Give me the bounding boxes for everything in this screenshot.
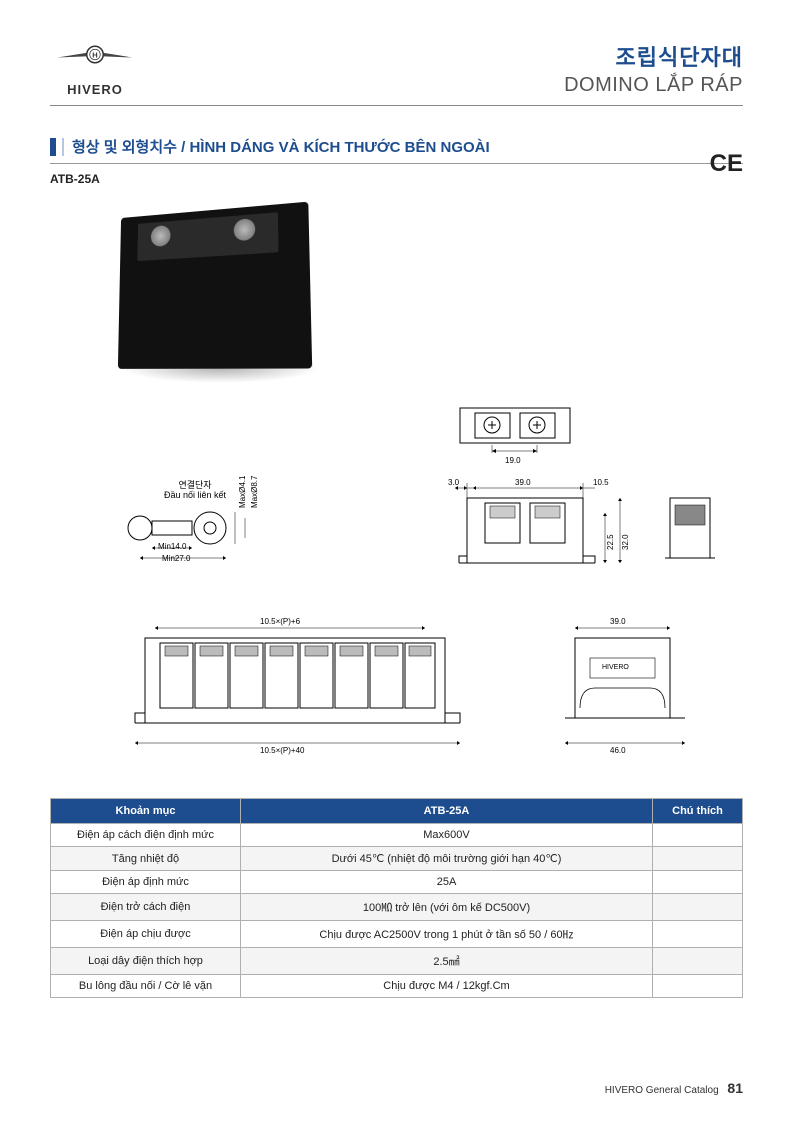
- page-footer: HIVERO General Catalog 81: [605, 1080, 743, 1096]
- table-row: Điện áp chịu được Chịu được AC2500V tron…: [51, 921, 743, 948]
- product-photo: [118, 202, 312, 369]
- cell: [653, 824, 743, 847]
- cell: 100㏁ trở lên (với ôm kế DC500V): [241, 894, 653, 921]
- cell: Điện áp định mức: [51, 871, 241, 894]
- front-h-outer: 32.0: [621, 534, 630, 550]
- model-label: ATB-25A: [50, 172, 743, 186]
- section-rule: [50, 163, 743, 164]
- section-heading-text: 형상 및 외형치수 / HÌNH DÁNG VÀ KÍCH THƯỚC BÊN …: [72, 136, 490, 157]
- cell: Loại dây điện thích hợp: [51, 948, 241, 975]
- spec-table: Khoản mục ATB-25A Chú thích Điện áp cách…: [50, 798, 743, 998]
- cell: Max600V: [241, 824, 653, 847]
- assembly-diagram: [125, 618, 475, 758]
- top-view-pitch: 19.0: [505, 456, 521, 465]
- table-row: Điện áp định mức 25A: [51, 871, 743, 894]
- page-header: H HIVERO 조립식단자대 DOMINO LẮP RÁP: [50, 40, 743, 106]
- connector-label-vn: Đầu nối liên kết: [145, 490, 245, 500]
- cell: [653, 894, 743, 921]
- table-row: Tăng nhiệt độ Dưới 45℃ (nhiệt độ môi trư…: [51, 847, 743, 871]
- connector-max87: MaxØ8.7: [250, 476, 259, 508]
- right-profile-diagram: [665, 493, 720, 573]
- cell: Chịu được AC2500V trong 1 phút ở tần số …: [241, 921, 653, 948]
- page-title-block: 조립식단자대 DOMINO LẮP RÁP: [564, 40, 743, 97]
- brand-logo: H HIVERO: [50, 40, 140, 97]
- cell: [653, 975, 743, 998]
- diagram-area: 19.0 연결단자 Đầu nối liên kết Min14.0 Min27…: [50, 198, 743, 778]
- front-left-margin: 3.0: [448, 478, 459, 487]
- front-h-inner: 22.5: [606, 534, 615, 550]
- front-view-diagram: [445, 478, 635, 578]
- cell: [653, 847, 743, 871]
- top-view-diagram: [450, 403, 580, 463]
- table-header-row: Khoản mục ATB-25A Chú thích: [51, 799, 743, 824]
- brand-name: HIVERO: [50, 82, 140, 97]
- connector-min14: Min14.0: [158, 542, 186, 551]
- connector-diagram: [120, 503, 270, 563]
- th-model: ATB-25A: [241, 799, 653, 824]
- page-title-vn: DOMINO LẮP RÁP: [564, 74, 743, 97]
- cell: Dưới 45℃ (nhiệt độ môi trường giới hạn 4…: [241, 847, 653, 871]
- assembly-top-dim: 10.5×(P)+6: [260, 617, 300, 626]
- side-top-width: 39.0: [610, 617, 626, 626]
- section-heading: 형상 및 외형치수 / HÌNH DÁNG VÀ KÍCH THƯỚC BÊN …: [50, 136, 743, 157]
- side-bottom-width: 46.0: [610, 746, 626, 755]
- svg-text:H: H: [92, 51, 97, 60]
- cell: Bu lông đầu nối / Cờ lê vặn: [51, 975, 241, 998]
- heading-accent-bar2: [62, 138, 64, 156]
- cell: Tăng nhiệt độ: [51, 847, 241, 871]
- page-number: 81: [727, 1080, 743, 1096]
- front-body-width: 39.0: [515, 478, 531, 487]
- heading-accent-bar: [50, 138, 56, 156]
- cell: Điện trở cách điện: [51, 894, 241, 921]
- connector-max04: MaxØ4.1: [238, 476, 247, 508]
- table-row: Bu lông đầu nối / Cờ lê vặn Chịu được M4…: [51, 975, 743, 998]
- connector-min27: Min27.0: [162, 554, 190, 563]
- cell: Điện áp cách điện định mức: [51, 824, 241, 847]
- table-row: Điện trở cách điện 100㏁ trở lên (với ôm …: [51, 894, 743, 921]
- side-brand-label: HIVERO: [602, 664, 629, 671]
- ce-mark: CE: [710, 150, 743, 178]
- table-row: Điện áp cách điện định mức Max600V: [51, 824, 743, 847]
- th-item: Khoản mục: [51, 799, 241, 824]
- th-note: Chú thích: [653, 799, 743, 824]
- page-title-kr: 조립식단자대: [564, 40, 743, 72]
- logo-wings-icon: H: [50, 40, 140, 75]
- side-view-diagram: [550, 618, 700, 758]
- cell: [653, 948, 743, 975]
- table-row: Loại dây điện thích hợp 2.5㎟: [51, 948, 743, 975]
- cell: [653, 871, 743, 894]
- cell: [653, 921, 743, 948]
- front-right-margin: 10.5: [593, 478, 609, 487]
- cell: 25A: [241, 871, 653, 894]
- cell: Điện áp chịu được: [51, 921, 241, 948]
- footer-label: HIVERO General Catalog: [605, 1085, 719, 1096]
- cell: Chịu được M4 / 12kgf.Cm: [241, 975, 653, 998]
- cell: 2.5㎟: [241, 948, 653, 975]
- assembly-bottom-dim: 10.5×(P)+40: [260, 746, 304, 755]
